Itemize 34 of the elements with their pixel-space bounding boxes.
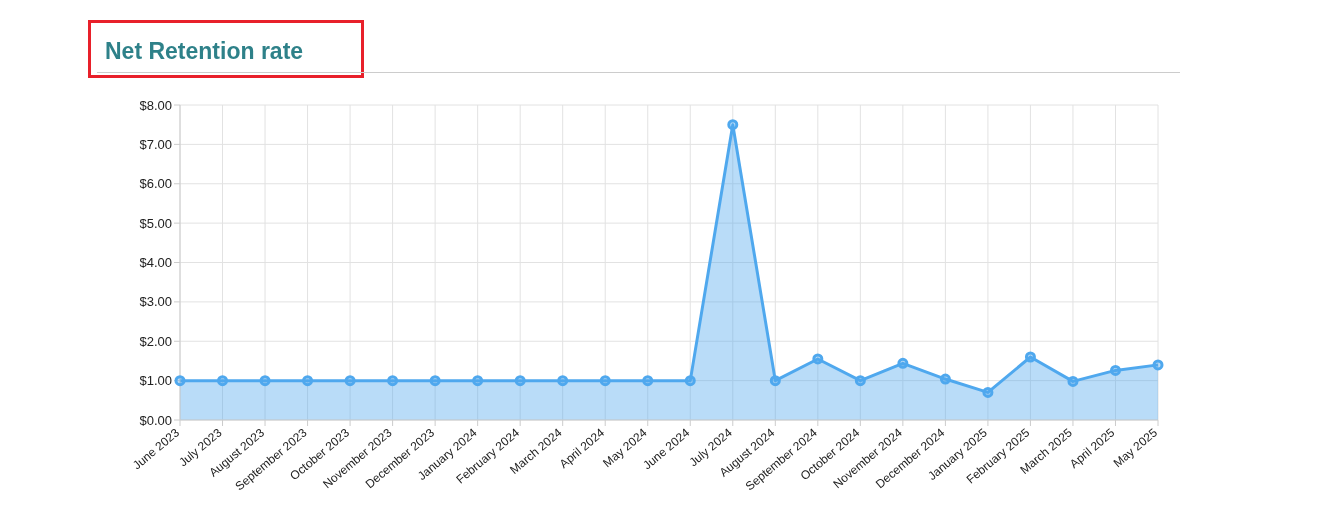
point <box>1152 359 1164 371</box>
y-tick-label: $4.00 <box>139 255 172 271</box>
y-tick-label: $2.00 <box>139 333 172 349</box>
point <box>812 353 824 365</box>
point <box>1067 375 1079 387</box>
y-tick-label: $7.00 <box>139 136 172 152</box>
point <box>939 373 951 385</box>
point <box>472 375 484 387</box>
point <box>897 357 909 369</box>
point <box>259 375 271 387</box>
y-tick-label: $0.00 <box>139 412 172 428</box>
y-tick-label: $1.00 <box>139 373 172 389</box>
point <box>1024 351 1036 363</box>
point <box>599 375 611 387</box>
point <box>982 386 994 398</box>
point <box>769 375 781 387</box>
point <box>174 375 186 387</box>
point <box>217 375 229 387</box>
point <box>302 375 314 387</box>
point <box>727 119 739 131</box>
point <box>642 375 654 387</box>
point <box>429 375 441 387</box>
point <box>557 375 569 387</box>
y-tick-label: $8.00 <box>139 97 172 113</box>
point <box>514 375 526 387</box>
y-tick-label: $3.00 <box>139 294 172 310</box>
point <box>1109 364 1121 376</box>
point <box>344 375 356 387</box>
point <box>854 375 866 387</box>
point <box>387 375 399 387</box>
chart-title: Net Retention rate <box>105 38 304 65</box>
y-tick-label: $6.00 <box>139 176 172 192</box>
point <box>684 375 696 387</box>
y-tick-label: $5.00 <box>139 215 172 231</box>
